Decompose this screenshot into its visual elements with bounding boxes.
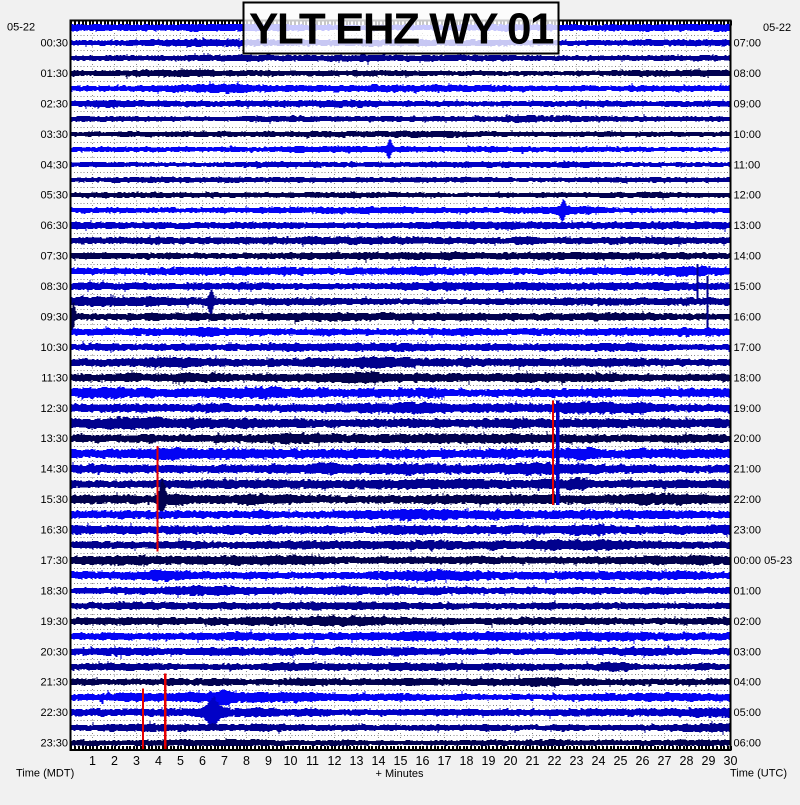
- svg-text:16:00: 16:00: [734, 312, 762, 324]
- svg-text:17: 17: [438, 754, 452, 768]
- svg-text:12:00: 12:00: [734, 190, 762, 202]
- svg-text:20: 20: [504, 754, 518, 768]
- svg-text:00:30: 00:30: [40, 38, 68, 50]
- svg-text:12: 12: [328, 754, 342, 768]
- svg-text:23:00: 23:00: [734, 525, 762, 537]
- svg-text:18:30: 18:30: [40, 585, 68, 597]
- svg-text:15:00: 15:00: [734, 281, 762, 293]
- svg-text:25: 25: [614, 754, 628, 768]
- svg-text:13:00: 13:00: [734, 220, 762, 232]
- svg-text:2: 2: [111, 754, 118, 768]
- svg-text:20:30: 20:30: [40, 646, 68, 658]
- svg-text:15: 15: [394, 754, 408, 768]
- svg-text:01:00: 01:00: [734, 585, 762, 597]
- svg-text:3: 3: [133, 754, 140, 768]
- svg-text:7: 7: [221, 754, 228, 768]
- svg-text:08:00: 08:00: [734, 68, 762, 80]
- svg-text:+ Minutes: + Minutes: [376, 768, 424, 780]
- svg-text:19:30: 19:30: [40, 616, 68, 628]
- svg-text:Time (UTC): Time (UTC): [730, 768, 787, 780]
- svg-text:03:30: 03:30: [40, 129, 68, 141]
- svg-text:17:00: 17:00: [734, 342, 762, 354]
- svg-text:YLT EHZ WY 01: YLT EHZ WY 01: [249, 5, 554, 54]
- svg-text:29: 29: [702, 754, 716, 768]
- svg-text:5: 5: [177, 754, 184, 768]
- svg-text:28: 28: [680, 754, 694, 768]
- svg-text:11:00: 11:00: [734, 159, 761, 171]
- svg-text:30: 30: [724, 754, 738, 768]
- svg-text:14:00: 14:00: [734, 251, 762, 263]
- svg-text:07:30: 07:30: [40, 251, 68, 263]
- svg-text:14:30: 14:30: [40, 464, 68, 476]
- svg-text:11:30: 11:30: [41, 372, 68, 384]
- svg-text:02:30: 02:30: [40, 98, 68, 110]
- svg-text:02:00: 02:00: [734, 616, 762, 628]
- svg-text:18: 18: [460, 754, 474, 768]
- svg-text:26: 26: [636, 754, 650, 768]
- svg-text:08:30: 08:30: [40, 281, 68, 293]
- svg-text:05:30: 05:30: [40, 190, 68, 202]
- svg-text:05-22: 05-22: [7, 22, 35, 34]
- svg-text:11: 11: [306, 754, 319, 768]
- svg-text:23:30: 23:30: [40, 738, 68, 750]
- svg-text:20:00: 20:00: [734, 433, 762, 445]
- svg-text:23: 23: [570, 754, 584, 768]
- svg-text:24: 24: [592, 754, 606, 768]
- svg-text:09:30: 09:30: [40, 312, 68, 324]
- svg-text:1: 1: [89, 754, 96, 768]
- svg-text:22:30: 22:30: [40, 707, 68, 719]
- svg-text:18:00: 18:00: [734, 372, 762, 384]
- svg-text:19: 19: [482, 754, 496, 768]
- svg-text:17:30: 17:30: [40, 555, 68, 567]
- svg-text:10:00: 10:00: [734, 129, 762, 141]
- svg-text:04:00: 04:00: [734, 677, 762, 689]
- svg-text:9: 9: [265, 754, 272, 768]
- svg-text:21:30: 21:30: [40, 677, 68, 689]
- svg-text:10: 10: [284, 754, 298, 768]
- svg-text:6: 6: [199, 754, 206, 768]
- svg-text:13: 13: [350, 754, 364, 768]
- svg-text:07:00: 07:00: [734, 38, 762, 50]
- svg-text:13:30: 13:30: [40, 433, 68, 445]
- svg-text:22: 22: [548, 754, 562, 768]
- svg-text:Time (MDT): Time (MDT): [16, 768, 74, 780]
- svg-text:06:00: 06:00: [734, 738, 762, 750]
- svg-text:12:30: 12:30: [40, 403, 68, 415]
- svg-text:01:30: 01:30: [40, 68, 68, 80]
- svg-text:14: 14: [372, 754, 386, 768]
- svg-text:27: 27: [658, 754, 672, 768]
- svg-text:16:30: 16:30: [40, 525, 68, 537]
- svg-text:21:00: 21:00: [734, 464, 762, 476]
- svg-text:00:00 05-23: 00:00 05-23: [734, 555, 793, 567]
- svg-text:15:30: 15:30: [40, 494, 68, 506]
- svg-text:05-22: 05-22: [763, 22, 791, 34]
- svg-text:03:00: 03:00: [734, 646, 762, 658]
- svg-text:04:30: 04:30: [40, 159, 68, 171]
- svg-text:22:00: 22:00: [734, 494, 762, 506]
- svg-text:05:00: 05:00: [734, 707, 762, 719]
- svg-text:19:00: 19:00: [734, 403, 762, 415]
- svg-text:21: 21: [526, 754, 540, 768]
- svg-text:06:30: 06:30: [40, 220, 68, 232]
- svg-text:16: 16: [416, 754, 430, 768]
- svg-text:09:00: 09:00: [734, 98, 762, 110]
- svg-text:8: 8: [243, 754, 250, 768]
- svg-text:4: 4: [155, 754, 162, 768]
- svg-text:10:30: 10:30: [40, 342, 68, 354]
